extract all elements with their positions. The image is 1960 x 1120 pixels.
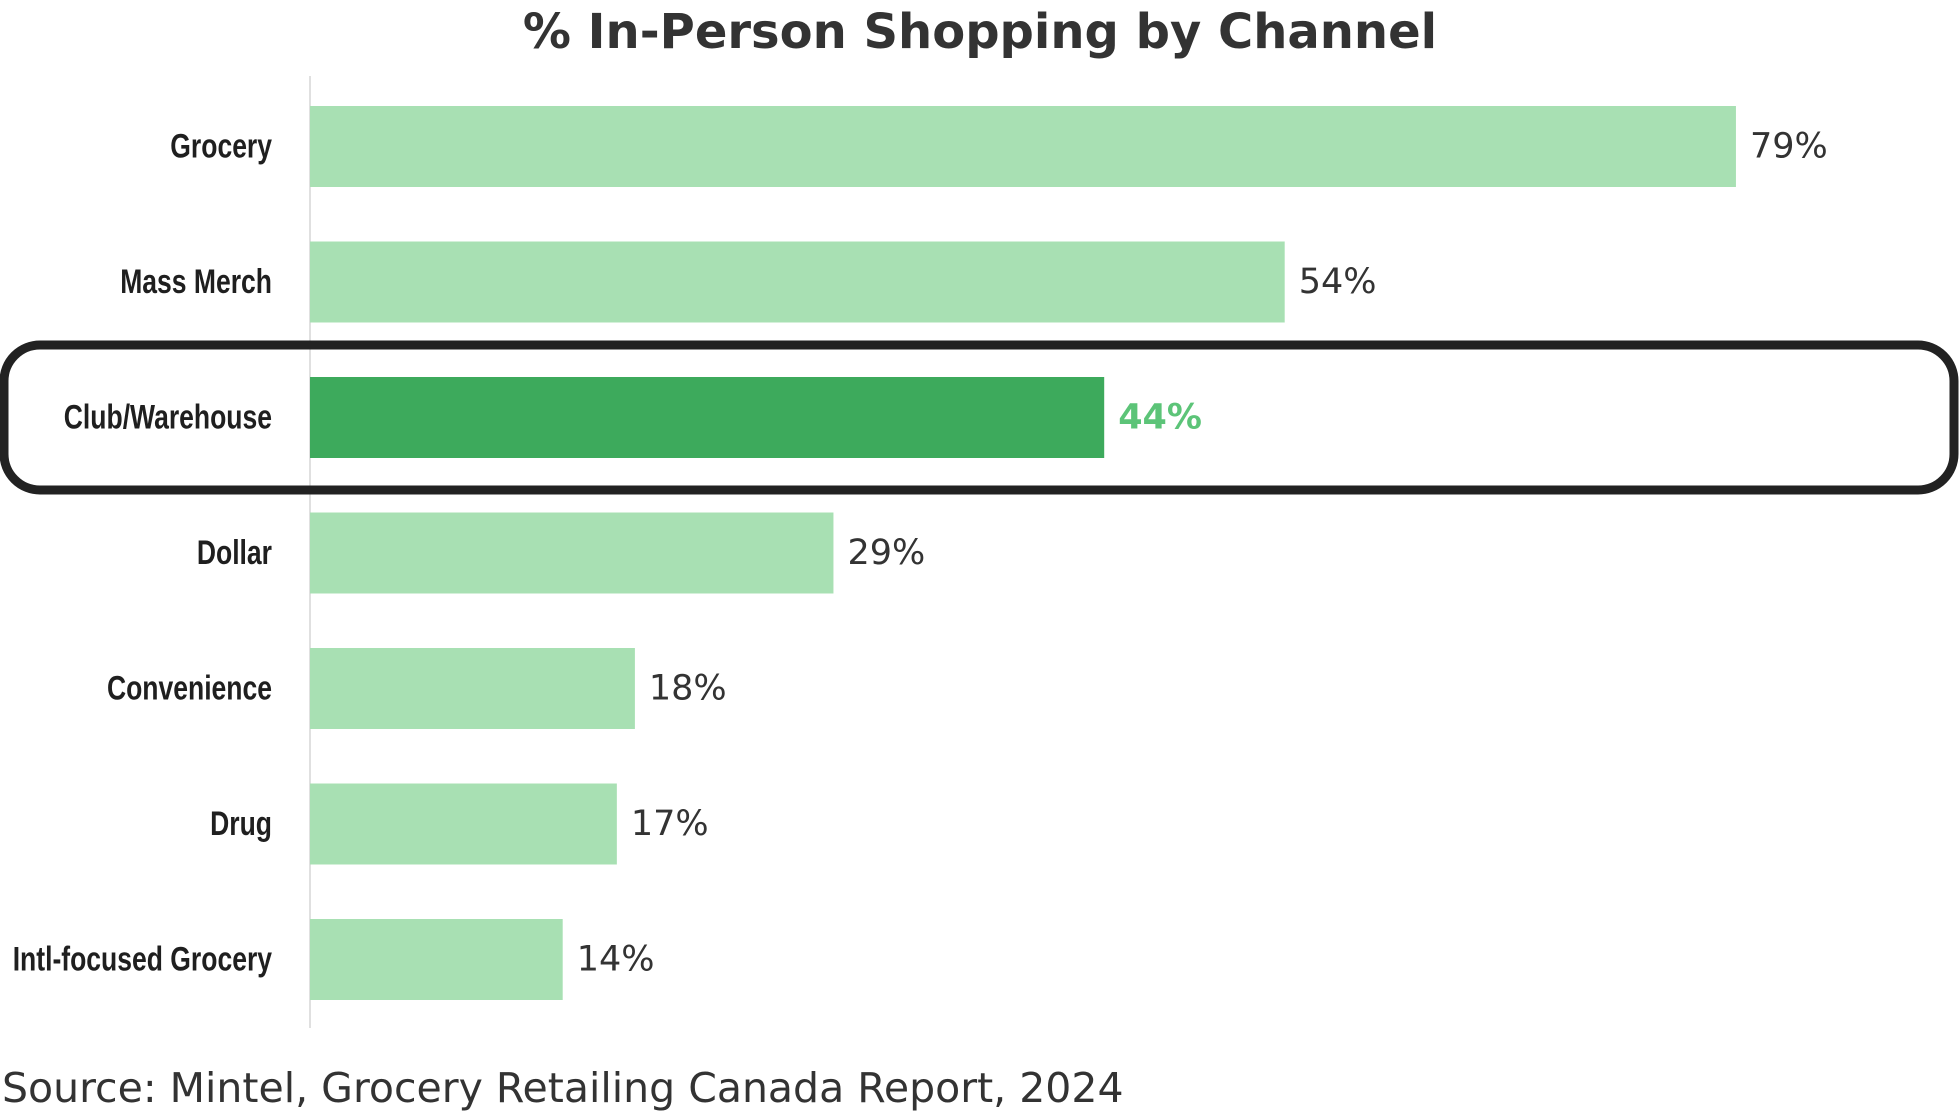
bar-dollar (310, 512, 834, 594)
bar-grocery (310, 106, 1736, 187)
category-label-club-warehouse: Club/Warehouse (64, 399, 272, 437)
bar-convenience (310, 648, 635, 729)
category-label-dollar: Dollar (197, 534, 272, 572)
value-label-club-warehouse: 44% (1118, 398, 1202, 438)
value-label-drug: 17% (631, 804, 709, 844)
value-label-convenience: 18% (649, 669, 727, 709)
category-label-convenience: Convenience (107, 670, 272, 708)
bar-club-warehouse (310, 377, 1105, 458)
highlight-frame (0, 340, 1959, 495)
value-label-intl-focused-grocery: 14% (577, 940, 655, 980)
value-label-dollar: 29% (847, 533, 925, 573)
bars-layer: Grocery 79% Mass Merch 54% Club/Warehouse 44%… (13, 106, 1828, 1000)
bar-drug (310, 783, 617, 865)
chart-title: % In-Person Shopping by Channel (522, 4, 1438, 60)
bar-intl-focused-grocery (310, 919, 563, 1000)
category-label-mass-merch: Mass Merch (120, 263, 272, 301)
value-label-mass-merch: 54% (1299, 262, 1377, 302)
category-label-intl-focused-grocery: Intl-focused Grocery (13, 941, 272, 979)
category-label-grocery: Grocery (170, 128, 272, 166)
category-label-drug: Drug (210, 805, 272, 843)
source-note: Source: Mintel, Grocery Retailing Canada… (2, 1064, 1124, 1112)
bar-mass-merch (310, 241, 1285, 323)
value-label-grocery: 79% (1750, 127, 1828, 167)
